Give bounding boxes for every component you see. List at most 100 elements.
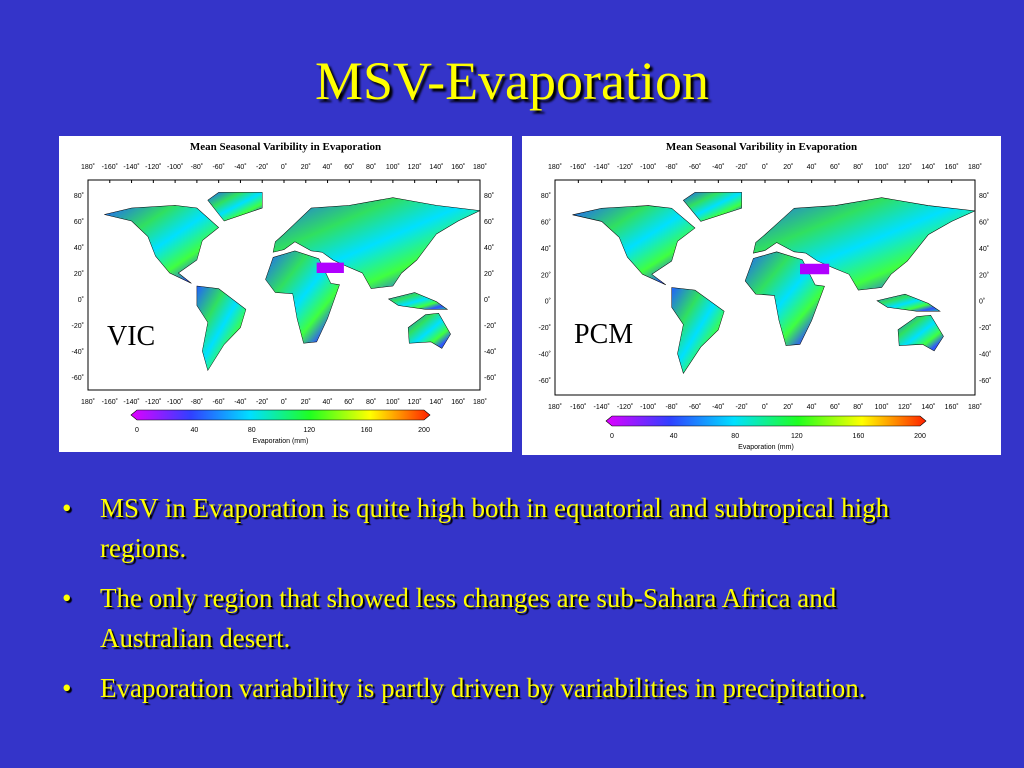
lat-label-right: 20˚ — [979, 271, 989, 279]
lat-label-left: -20˚ — [539, 324, 551, 332]
lon-label-top: 100˚ — [875, 163, 889, 171]
lon-label-top: 180˚ — [473, 163, 487, 171]
lat-label-left: 60˚ — [541, 218, 551, 226]
lon-label-top: -20˚ — [256, 163, 268, 171]
lat-label-right: 80˚ — [979, 192, 989, 200]
slide-title: MSV-Evaporation — [315, 51, 709, 111]
lat-label-right: -20˚ — [484, 322, 496, 330]
colorbar-tick: 160 — [361, 427, 373, 434]
lon-label-bottom: 140˚ — [429, 398, 443, 406]
lat-label-left: 40˚ — [74, 244, 84, 252]
lat-label-left: 40˚ — [541, 245, 551, 253]
lon-label-bottom: -120˚ — [617, 403, 633, 411]
lat-label-right: -60˚ — [484, 374, 496, 382]
lon-label-bottom: 60˚ — [830, 403, 840, 411]
lon-label-bottom: 180˚ — [548, 403, 562, 411]
lon-label-top: 140˚ — [429, 163, 443, 171]
lon-label-top: -80˚ — [191, 163, 203, 171]
colorbar-tick: 0 — [610, 433, 614, 440]
lon-label-top: 60˚ — [830, 163, 840, 171]
lat-label-right: 40˚ — [484, 244, 494, 252]
lon-label-bottom: 180˚ — [473, 398, 487, 406]
lat-label-right: -60˚ — [979, 377, 991, 385]
colorbar-tick: 200 — [914, 433, 926, 440]
lon-label-top: -160˚ — [570, 163, 586, 171]
lon-label-bottom: 80˚ — [366, 398, 376, 406]
lon-label-bottom: 100˚ — [386, 398, 400, 406]
lon-label-top: 40˚ — [807, 163, 817, 171]
lon-label-bottom: -140˚ — [123, 398, 139, 406]
lon-label-top: 180˚ — [81, 163, 95, 171]
bullet-list: MSV in Evaporation is quite high both in… — [60, 488, 890, 718]
lon-label-top: 120˚ — [408, 163, 422, 171]
map-heading: Mean Seasonal Varibility in Evaporation — [666, 141, 857, 153]
lon-label-bottom: -40˚ — [234, 398, 246, 406]
lon-label-bottom: -60˚ — [212, 398, 224, 406]
lon-label-top: -120˚ — [617, 163, 633, 171]
lat-label-left: -40˚ — [539, 351, 551, 359]
lon-label-top: -160˚ — [102, 163, 118, 171]
lat-label-right: 80˚ — [484, 192, 494, 200]
lat-label-left: 80˚ — [74, 192, 84, 200]
lat-label-right: -40˚ — [484, 348, 496, 356]
lon-label-top: 80˚ — [366, 163, 376, 171]
lon-label-bottom: 180˚ — [81, 398, 95, 406]
lon-label-bottom: 20˚ — [783, 403, 793, 411]
lat-label-right: 40˚ — [979, 245, 989, 253]
lon-label-top: 40˚ — [322, 163, 332, 171]
map-panel: Mean Seasonal Varibility in Evaporation 1… — [522, 136, 1001, 455]
model-label: PCM — [574, 319, 633, 350]
lat-label-right: 60˚ — [484, 218, 494, 226]
lat-label-left: -60˚ — [539, 377, 551, 385]
lon-label-bottom: 160˚ — [945, 403, 959, 411]
lon-label-bottom: 0˚ — [281, 398, 287, 406]
model-label: VIC — [107, 321, 155, 352]
lon-label-bottom: 120˚ — [408, 398, 422, 406]
colorbar-tick: 120 — [791, 433, 803, 440]
lon-label-top: 180˚ — [968, 163, 982, 171]
lon-label-bottom: -60˚ — [689, 403, 701, 411]
lon-label-top: 100˚ — [386, 163, 400, 171]
lon-label-bottom: 160˚ — [451, 398, 465, 406]
colorbar-label: Evaporation (mm) — [738, 444, 794, 451]
lon-label-bottom: 40˚ — [322, 398, 332, 406]
colorbar — [605, 415, 927, 427]
lon-label-bottom: -100˚ — [640, 403, 656, 411]
lat-label-left: 80˚ — [541, 192, 551, 200]
lat-label-left: -20˚ — [72, 322, 84, 330]
lat-label-left: 60˚ — [74, 218, 84, 226]
lon-label-bottom: 40˚ — [807, 403, 817, 411]
lat-label-left: -60˚ — [72, 374, 84, 382]
bullet: The only region that showed less changes… — [60, 578, 890, 658]
lon-label-bottom: 180˚ — [968, 403, 982, 411]
lon-label-bottom: 20˚ — [301, 398, 311, 406]
lat-label-right: -40˚ — [979, 351, 991, 359]
lon-label-top: -20˚ — [735, 163, 747, 171]
lat-label-left: 20˚ — [74, 270, 84, 278]
lat-label-left: 0˚ — [545, 298, 551, 306]
lon-label-top: 20˚ — [783, 163, 793, 171]
colorbar-label: Evaporation (mm) — [253, 438, 309, 445]
map-heading: Mean Seasonal Varibility in Evaporation — [190, 141, 381, 153]
lat-label-right: 0˚ — [484, 296, 490, 304]
lon-label-bottom: -160˚ — [102, 398, 118, 406]
lon-label-top: -60˚ — [689, 163, 701, 171]
lon-label-bottom: -120˚ — [145, 398, 161, 406]
lon-label-bottom: 80˚ — [853, 403, 863, 411]
lon-label-top: 20˚ — [301, 163, 311, 171]
lon-label-top: -140˚ — [593, 163, 609, 171]
lon-label-bottom: 100˚ — [875, 403, 889, 411]
lat-label-left: 20˚ — [541, 271, 551, 279]
map-panel: Mean Seasonal Varibility in Evaporation 1… — [59, 136, 512, 452]
colorbar-tick: 80 — [248, 427, 256, 434]
bullet: Evaporation variability is partly driven… — [60, 668, 890, 708]
colorbar-tick: 80 — [731, 433, 739, 440]
lon-label-top: 80˚ — [853, 163, 863, 171]
lon-label-bottom: -100˚ — [167, 398, 183, 406]
bullet: MSV in Evaporation is quite high both in… — [60, 488, 890, 568]
lon-label-top: -40˚ — [712, 163, 724, 171]
lat-label-right: 60˚ — [979, 218, 989, 226]
lon-label-bottom: -20˚ — [256, 398, 268, 406]
lon-label-top: -100˚ — [167, 163, 183, 171]
lat-label-left: 0˚ — [78, 296, 84, 304]
